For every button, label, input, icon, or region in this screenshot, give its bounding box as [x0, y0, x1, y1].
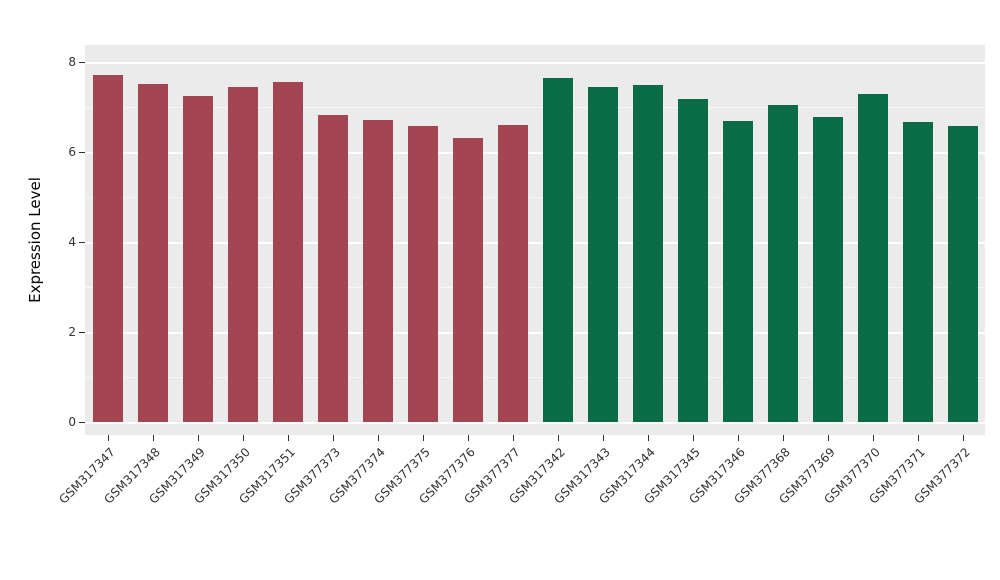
y-tick-label: 8 [68, 55, 76, 69]
gridline-major [85, 152, 985, 154]
x-tick-mark [512, 435, 514, 441]
bar-GSM377371 [902, 122, 933, 422]
x-tick-mark [962, 435, 964, 441]
y-tick-mark [79, 242, 85, 243]
bar-GSM377376 [452, 137, 483, 422]
gridline-minor [85, 107, 985, 108]
x-tick-mark [242, 435, 244, 441]
gridline-major [85, 242, 985, 244]
gridline-minor [85, 287, 985, 288]
y-tick-mark [79, 332, 85, 333]
x-tick-mark [152, 435, 154, 441]
bar-GSM317343 [587, 86, 618, 422]
bar-GSM377370 [857, 93, 888, 422]
gridline-major [85, 62, 985, 64]
bar-GSM317347 [92, 74, 123, 422]
y-tick-label: 4 [68, 235, 76, 249]
y-tick-label: 6 [68, 145, 76, 159]
x-tick-mark [827, 435, 829, 441]
bar-GSM377377 [497, 125, 528, 422]
bar-GSM377369 [812, 117, 843, 422]
bar-GSM317348 [137, 83, 168, 422]
y-tick-mark [79, 152, 85, 153]
y-tick-label: 2 [68, 325, 76, 339]
bar-GSM377372 [947, 126, 978, 422]
gridline-minor [85, 197, 985, 198]
bar-GSM317342 [542, 77, 573, 422]
x-tick-mark [917, 435, 919, 441]
bar-GSM317350 [227, 86, 258, 422]
x-tick-mark [332, 435, 334, 441]
x-tick-mark [602, 435, 604, 441]
bar-GSM317345 [677, 99, 708, 422]
x-tick-mark [737, 435, 739, 441]
plot-panel [85, 45, 985, 435]
gridline-major [85, 332, 985, 334]
y-tick-label: 0 [68, 415, 76, 429]
bar-GSM377374 [362, 119, 393, 422]
x-tick-mark [467, 435, 469, 441]
x-tick-mark [647, 435, 649, 441]
x-tick-mark [107, 435, 109, 441]
bar-GSM377375 [407, 126, 438, 422]
bar-GSM377373 [317, 115, 348, 422]
x-tick-mark [377, 435, 379, 441]
y-tick-mark [79, 422, 85, 423]
x-tick-mark [782, 435, 784, 441]
x-tick-mark [287, 435, 289, 441]
x-tick-mark [422, 435, 424, 441]
x-tick-mark [197, 435, 199, 441]
bar-GSM317344 [632, 85, 663, 422]
bar-GSM317346 [722, 120, 753, 422]
gridline-minor [85, 377, 985, 378]
gridline-major [85, 422, 985, 424]
x-tick-mark [872, 435, 874, 441]
x-tick-mark [692, 435, 694, 441]
bar-GSM317349 [182, 95, 213, 422]
x-tick-mark [557, 435, 559, 441]
bar-GSM377368 [767, 104, 798, 422]
y-tick-mark [79, 62, 85, 63]
bar-GSM317351 [272, 82, 303, 422]
